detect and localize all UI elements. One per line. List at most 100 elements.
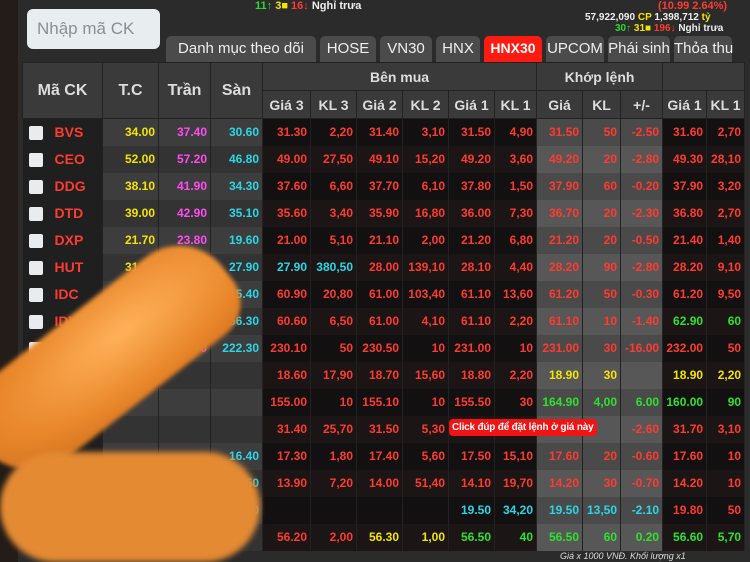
bid-price-3[interactable]: 17.30 (262, 442, 311, 470)
bid-price-2[interactable]: 37.70 (356, 172, 403, 200)
bid-vol-2[interactable]: 2,00 (402, 226, 449, 254)
ask-price-1[interactable]: 19.80 (662, 496, 708, 524)
header-ask-price-1[interactable]: Giá 1 (662, 90, 708, 119)
bid-price-3[interactable]: 21.00 (262, 226, 311, 254)
header-bid-vol-2[interactable]: KL 2 (402, 90, 449, 119)
bid-price-1[interactable]: 155.50 (448, 388, 495, 416)
ask-price-1[interactable]: 31.70 (662, 415, 708, 443)
bid-vol-2[interactable]: 1,00 (402, 523, 449, 551)
ask-price-1[interactable]: 28.20 (662, 253, 708, 281)
bid-price-3[interactable]: 56.20 (262, 523, 311, 551)
table-row[interactable]: 13.5013.907,2014.0051,4014.1019,7014.203… (22, 469, 746, 497)
bid-vol-2[interactable]: 15,60 (402, 361, 449, 389)
bid-price-3[interactable]: 18.60 (262, 361, 311, 389)
symbol-cell[interactable]: HUT (22, 253, 103, 281)
bid-vol-1[interactable]: 3,60 (494, 145, 538, 173)
bid-vol-1[interactable]: 30 (494, 388, 538, 416)
bid-vol-2[interactable]: 5,30 (402, 415, 449, 443)
bid-vol-2[interactable] (402, 496, 449, 524)
symbol-cell[interactable]: DDG (22, 172, 103, 200)
bid-price-2[interactable]: 230.50 (356, 334, 403, 362)
bid-vol-1[interactable]: 10 (494, 334, 538, 362)
bid-vol-3[interactable]: 2,20 (310, 118, 357, 146)
ask-vol-1[interactable]: 3,20 (706, 172, 746, 200)
bid-price-3[interactable]: 13.90 (262, 469, 311, 497)
bid-vol-3[interactable]: 380,50 (310, 253, 357, 281)
table-row[interactable]: 31.40 25,70 31.50 5,30 -2.60 31.70 3,10 (22, 415, 746, 443)
bid-price-1[interactable]: 18.80 (448, 361, 495, 389)
ask-vol-1[interactable]: 50 (706, 496, 746, 524)
bid-price-1[interactable]: 61.10 (448, 307, 495, 335)
bid-vol-2[interactable]: 139,10 (402, 253, 449, 281)
bid-vol-1[interactable]: 13,60 (494, 280, 538, 308)
bid-vol-2[interactable]: 3,10 (402, 118, 449, 146)
bid-vol-2[interactable]: 5,60 (402, 442, 449, 470)
bid-vol-3[interactable]: 3,40 (310, 199, 357, 227)
bid-vol-2[interactable]: 6,10 (402, 172, 449, 200)
bid-vol-3[interactable]: 1,80 (310, 442, 357, 470)
bid-vol-1[interactable]: 34,20 (494, 496, 538, 524)
header-change[interactable]: +/- (620, 90, 664, 119)
watch-checkbox[interactable] (28, 261, 43, 276)
bid-vol-2[interactable]: 10 (402, 388, 449, 416)
ask-price-1[interactable]: 37.90 (662, 172, 708, 200)
bid-vol-3[interactable] (310, 496, 357, 524)
bid-price-3[interactable] (262, 496, 311, 524)
header-bid-price-1[interactable]: Giá 1 (448, 90, 495, 119)
bid-price-2[interactable] (356, 496, 403, 524)
tab-hnx30[interactable]: HNX30 (484, 36, 542, 62)
ask-vol-1[interactable]: 9,10 (706, 253, 746, 281)
ask-price-1[interactable]: 31.60 (662, 118, 708, 146)
bid-price-2[interactable]: 155.10 (356, 388, 403, 416)
bid-vol-3[interactable]: 20,80 (310, 280, 357, 308)
header-ceiling[interactable]: Trần (158, 62, 211, 119)
table-row[interactable]: L14247.00271.70222.30230.1050230.5010231… (22, 334, 746, 362)
bid-vol-2[interactable]: 16,80 (402, 199, 449, 227)
ask-price-1[interactable]: 17.60 (662, 442, 708, 470)
ask-vol-1[interactable]: 2,20 (706, 361, 746, 389)
ask-vol-1[interactable]: 2,70 (706, 118, 746, 146)
bid-price-1[interactable]: 37.80 (448, 172, 495, 200)
bid-price-1[interactable]: 19.50 (448, 496, 495, 524)
header-symbol[interactable]: Mã CK (22, 62, 103, 119)
bid-vol-1[interactable]: 40 (494, 523, 538, 551)
watch-checkbox[interactable] (28, 207, 43, 222)
bid-vol-1[interactable]: 2,20 (494, 307, 538, 335)
bid-vol-3[interactable]: 50 (310, 334, 357, 362)
bid-price-3[interactable]: 49.00 (262, 145, 311, 173)
bid-price-2[interactable]: 61.00 (356, 307, 403, 335)
bid-vol-2[interactable]: 103,40 (402, 280, 449, 308)
bid-price-2[interactable]: 17.40 (356, 442, 403, 470)
ask-price-1[interactable]: 160.00 (662, 388, 708, 416)
ask-price-1[interactable]: 232.00 (662, 334, 708, 362)
bid-vol-3[interactable]: 25,70 (310, 415, 357, 443)
bid-price-3[interactable]: 31.30 (262, 118, 311, 146)
table-row[interactable]: IDV62.5068.7056.3060.606,5061.004,1061.1… (22, 307, 746, 335)
bid-price-1[interactable]: 31.50 (448, 118, 495, 146)
ask-vol-1[interactable]: 3,10 (706, 415, 746, 443)
ask-price-1[interactable]: 56.60 (662, 523, 708, 551)
table-row[interactable]: DXP 21.70 23.80 19.60 21.00 5,10 21.10 2,00 21.2… (22, 226, 746, 254)
stock-code-search-input[interactable]: Nhập mã CK (27, 9, 160, 49)
bid-price-3[interactable]: 27.90 (262, 253, 311, 281)
bid-vol-3[interactable]: 6,60 (310, 172, 357, 200)
tab-upcom[interactable]: UPCOM (546, 36, 604, 62)
ask-vol-1[interactable]: 10 (706, 469, 746, 497)
symbol-cell[interactable]: DXP (22, 226, 103, 254)
tab-vn30[interactable]: VN30 (380, 36, 432, 62)
ask-vol-1[interactable]: 10 (706, 442, 746, 470)
bid-vol-1[interactable]: 4,40 (494, 253, 538, 281)
table-row[interactable]: DTD 39.00 42.90 35.10 35.60 3,40 35.90 16,80 36.… (22, 199, 746, 227)
bid-vol-2[interactable]: 10 (402, 334, 449, 362)
bid-vol-3[interactable]: 17,90 (310, 361, 357, 389)
bid-price-2[interactable]: 61.00 (356, 280, 403, 308)
bid-vol-3[interactable]: 10 (310, 388, 357, 416)
ask-vol-1[interactable]: 1,40 (706, 226, 746, 254)
ask-price-1[interactable]: 14.20 (662, 469, 708, 497)
bid-price-1[interactable]: 49.20 (448, 145, 495, 173)
bid-price-3[interactable]: 60.60 (262, 307, 311, 335)
bid-price-1[interactable]: 14.10 (448, 469, 495, 497)
bid-vol-2[interactable]: 15,20 (402, 145, 449, 173)
tab-hose[interactable]: HOSE (320, 36, 376, 62)
bid-vol-2[interactable]: 51,40 (402, 469, 449, 497)
